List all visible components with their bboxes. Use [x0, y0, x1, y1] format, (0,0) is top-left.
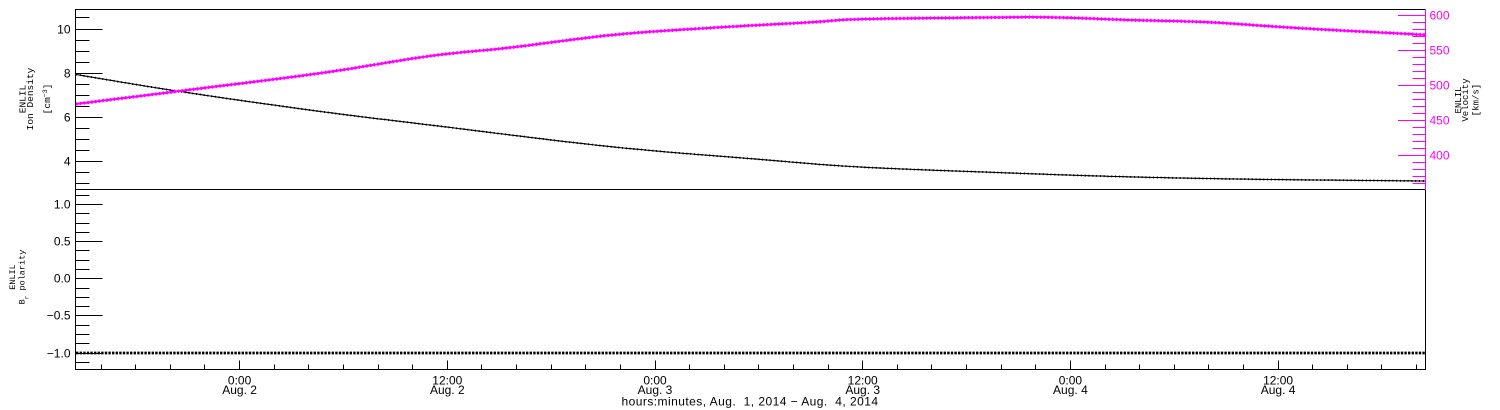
svg-text:−1.0: −1.0	[47, 347, 71, 361]
svg-text:Velocity: Velocity	[1461, 78, 1471, 122]
svg-text:600: 600	[1430, 9, 1450, 23]
svg-text:hours:minutes, Aug. 1, 2014 −: hours:minutes, Aug. 1, 2014 − Aug. 4, 20…	[622, 395, 879, 409]
svg-text:450: 450	[1430, 114, 1450, 128]
svg-text:0:00: 0:00	[1059, 374, 1083, 388]
svg-text:ENLIL: ENLIL	[1454, 86, 1464, 113]
svg-text:0:00: 0:00	[228, 374, 252, 388]
svg-text:10: 10	[57, 23, 71, 37]
svg-text:Aug. 2: Aug. 2	[222, 383, 257, 397]
svg-text:Aug. 2: Aug. 2	[430, 383, 465, 397]
svg-text:ENLIL: ENLIL	[8, 264, 18, 290]
svg-text:Aug. 4: Aug. 4	[1053, 383, 1088, 397]
svg-text:8: 8	[64, 67, 71, 81]
svg-text:Ion Density: Ion Density	[25, 67, 36, 130]
svg-text:0.0: 0.0	[54, 272, 71, 286]
svg-text:12:00: 12:00	[1263, 374, 1293, 388]
svg-text:[cm−3]: [cm−3]	[42, 84, 54, 115]
svg-text:1.0: 1.0	[54, 198, 71, 212]
svg-text:500: 500	[1430, 79, 1450, 93]
svg-text:Aug. 4: Aug. 4	[1261, 383, 1296, 397]
svg-text:6: 6	[64, 111, 71, 125]
svg-text:4: 4	[64, 155, 71, 169]
svg-text:Br polarity: Br polarity	[17, 250, 30, 305]
svg-text:ENLIL: ENLIL	[18, 84, 29, 113]
svg-text:0.5: 0.5	[54, 235, 71, 249]
svg-text:Aug. 3: Aug. 3	[638, 383, 673, 397]
svg-text:400: 400	[1430, 149, 1450, 163]
svg-text:Aug. 3: Aug. 3	[845, 383, 880, 397]
svg-text:[km/s]: [km/s]	[1472, 84, 1482, 116]
svg-text:12:00: 12:00	[432, 374, 462, 388]
svg-text:12:00: 12:00	[848, 374, 878, 388]
svg-text:−0.5: −0.5	[47, 309, 71, 323]
svg-text:0:00: 0:00	[643, 374, 667, 388]
svg-text:550: 550	[1430, 44, 1450, 58]
